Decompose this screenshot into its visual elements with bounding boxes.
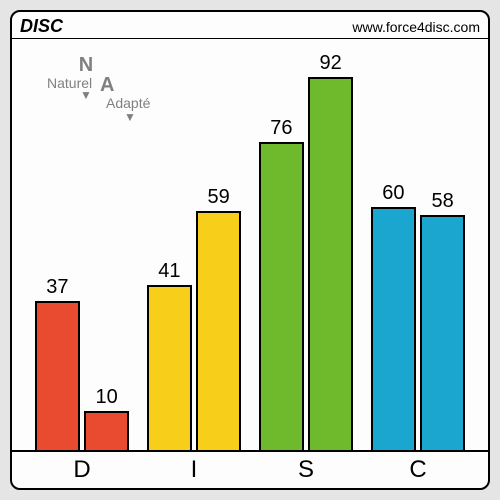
x-axis-labels: DISC (26, 456, 474, 484)
bar-value-label: 58 (422, 190, 463, 213)
bar-value-label: 92 (310, 52, 351, 75)
x-axis-label-C: C (362, 456, 474, 484)
bar-I-adapte: 59 (196, 211, 241, 452)
bar-value-label: 76 (261, 117, 302, 140)
x-axis-label-D: D (26, 456, 138, 484)
bar-value-label: 60 (373, 182, 414, 205)
bar-S-adapte: 92 (308, 77, 353, 452)
bar-group-C: 6058 (362, 44, 474, 452)
page-background: DISC www.force4disc.com N Naturel ▼ A Ad… (0, 0, 500, 500)
panel-url: www.force4disc.com (352, 19, 480, 35)
bar-C-naturel: 60 (371, 207, 416, 452)
bar-group-I: 4159 (138, 44, 250, 452)
bar-S-naturel: 76 (259, 142, 304, 452)
bar-group-S: 7692 (250, 44, 362, 452)
chart-panel: DISC www.force4disc.com N Naturel ▼ A Ad… (10, 10, 490, 490)
header-divider (12, 38, 488, 39)
bar-value-label: 59 (198, 186, 239, 209)
x-axis-label-I: I (138, 456, 250, 484)
bar-value-label: 41 (149, 260, 190, 283)
chart-plot-area: 3710415976926058 (26, 44, 474, 452)
bar-value-label: 10 (86, 386, 127, 409)
bar-D-naturel: 37 (35, 301, 80, 452)
bar-group-D: 3710 (26, 44, 138, 452)
panel-header: DISC www.force4disc.com (20, 16, 480, 37)
x-axis-label-S: S (250, 456, 362, 484)
bar-I-naturel: 41 (147, 285, 192, 452)
panel-title: DISC (20, 16, 63, 37)
bar-C-adapte: 58 (420, 215, 465, 452)
bar-D-adapte: 10 (84, 411, 129, 452)
bar-value-label: 37 (37, 276, 78, 299)
